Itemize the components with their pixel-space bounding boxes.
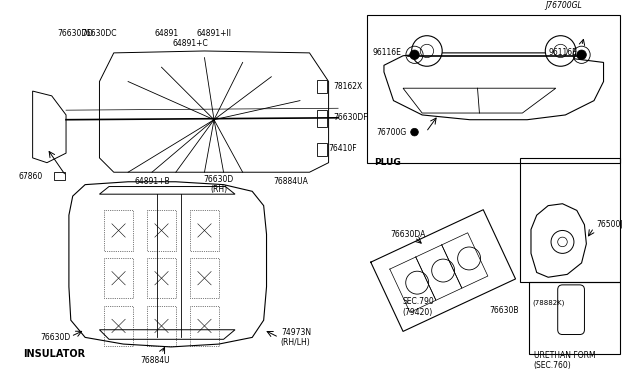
Text: 76884U: 76884U <box>140 356 170 365</box>
Text: 76630DD: 76630DD <box>58 29 93 38</box>
Circle shape <box>411 128 419 136</box>
Bar <box>147 211 176 250</box>
Text: 64891+B: 64891+B <box>134 177 170 186</box>
Bar <box>520 158 620 282</box>
Bar <box>317 110 326 127</box>
Text: 96116E: 96116E <box>372 48 401 57</box>
Text: 64891+C: 64891+C <box>172 39 208 48</box>
Text: 64891+II: 64891+II <box>196 29 232 38</box>
Text: 76700G: 76700G <box>376 128 406 137</box>
Text: 76410F: 76410F <box>328 144 357 153</box>
Text: SEC.790
(79420): SEC.790 (79420) <box>402 297 434 317</box>
Text: 76630DA: 76630DA <box>390 230 426 239</box>
Text: URETHAN FORM
(SEC.760): URETHAN FORM (SEC.760) <box>534 351 595 370</box>
Text: 64891: 64891 <box>154 29 179 38</box>
Bar <box>317 142 326 156</box>
Text: (78882K): (78882K) <box>532 300 564 306</box>
Bar <box>104 306 133 346</box>
Bar <box>54 172 65 180</box>
Text: INSULATOR: INSULATOR <box>23 349 85 359</box>
Text: PLUG: PLUG <box>374 158 401 167</box>
Text: 76630D
(RH): 76630D (RH) <box>204 175 234 194</box>
Text: 76630B: 76630B <box>489 306 518 315</box>
Text: 76630DF: 76630DF <box>333 113 368 122</box>
FancyBboxPatch shape <box>557 285 584 334</box>
Text: 76884UA: 76884UA <box>273 177 308 186</box>
Text: J76700GL: J76700GL <box>545 1 582 10</box>
Bar <box>190 306 219 346</box>
Bar <box>104 258 133 298</box>
Bar <box>104 211 133 250</box>
Bar <box>190 211 219 250</box>
Circle shape <box>577 50 586 60</box>
Bar <box>190 258 219 298</box>
Text: 76630DC: 76630DC <box>82 29 117 38</box>
Text: 74973N
(RH/LH): 74973N (RH/LH) <box>281 328 311 347</box>
Bar <box>317 80 326 93</box>
Circle shape <box>410 50 419 60</box>
Text: 76500J: 76500J <box>596 220 623 229</box>
Bar <box>147 258 176 298</box>
Bar <box>529 282 620 354</box>
Bar <box>367 15 620 163</box>
Bar <box>147 306 176 346</box>
Text: 76630D: 76630D <box>40 333 70 342</box>
Circle shape <box>545 36 576 66</box>
Text: 78162X: 78162X <box>333 82 363 91</box>
Text: 67860: 67860 <box>19 173 42 182</box>
Circle shape <box>412 36 442 66</box>
Text: 96116E: 96116E <box>548 48 577 57</box>
